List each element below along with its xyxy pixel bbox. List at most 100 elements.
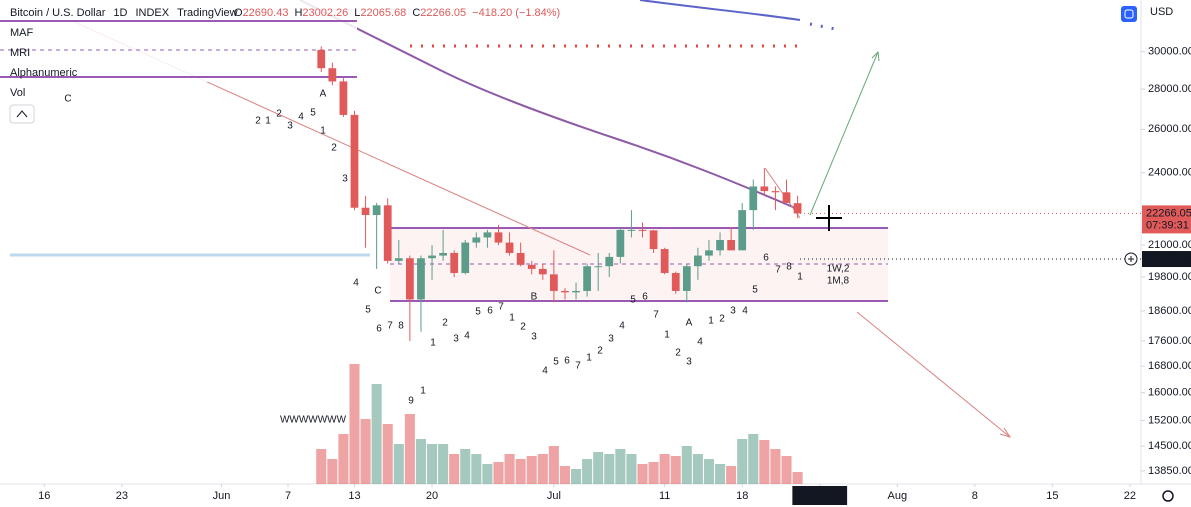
- candle-body: [727, 240, 736, 251]
- crosshair: [816, 205, 842, 231]
- trend-arrow-up: [809, 51, 879, 216]
- x-tick-label: 20: [426, 490, 438, 502]
- annotation: 5: [310, 108, 316, 119]
- x-tick-label: Aug: [888, 490, 908, 502]
- interval: 1D: [113, 7, 127, 19]
- candle-body: [405, 258, 414, 300]
- annotation: 8: [786, 262, 792, 273]
- annotation: 3: [730, 306, 736, 317]
- collapse-button[interactable]: [9, 104, 35, 124]
- annotation: 4: [697, 337, 703, 348]
- annotation: A: [686, 318, 693, 329]
- candle-body: [538, 268, 547, 275]
- annotation: C: [64, 94, 71, 105]
- volume-bar: [759, 440, 770, 484]
- indicator-label: MRI: [10, 47, 30, 59]
- x-tick-label: 23: [116, 490, 128, 502]
- candle-body: [417, 258, 425, 300]
- indicator-label: Alphanumeric: [10, 67, 78, 79]
- annotation: 1: [320, 126, 326, 137]
- annotation: 3: [453, 334, 459, 345]
- annotation: 2: [331, 143, 337, 154]
- volume-bar: [515, 459, 526, 484]
- settings-button[interactable]: [1121, 6, 1137, 22]
- volume-bar: [692, 454, 703, 484]
- volume-bar: [559, 466, 570, 484]
- candle-body: [638, 229, 647, 231]
- annotation: 5: [365, 305, 371, 316]
- annotation: 1: [509, 313, 515, 324]
- add-icon: [1128, 256, 1134, 263]
- y-tick-label: 30000.00: [1148, 46, 1191, 58]
- candle-body: [494, 232, 503, 243]
- price-badge: [1142, 251, 1191, 268]
- annotation: 6: [487, 306, 493, 317]
- volume-bar: [670, 456, 681, 484]
- candle-body: [671, 272, 680, 291]
- volume-bar: [770, 449, 781, 484]
- y-tick-label: 28000.00: [1148, 83, 1191, 95]
- ohlc-value: 22690.43: [243, 7, 289, 19]
- annotation: 2: [597, 346, 603, 357]
- volume-bar: [482, 464, 493, 484]
- volume-bar: [382, 424, 393, 484]
- annotation: 8: [398, 321, 404, 332]
- volume-bar: [593, 452, 604, 484]
- y-tick-label: 19800.00: [1148, 271, 1191, 283]
- x-tick-label: 11: [659, 490, 670, 502]
- candle-body: [749, 186, 758, 211]
- candle-body: [483, 232, 492, 238]
- annotation: 1M,8: [827, 276, 850, 287]
- annotation: C: [374, 286, 381, 297]
- gear-icon[interactable]: [1162, 490, 1174, 502]
- annotation: 4: [542, 366, 548, 377]
- date-badge: [792, 486, 848, 505]
- annotation: B: [531, 292, 538, 303]
- annotation: 1: [664, 330, 670, 341]
- annotation: 6: [763, 253, 769, 264]
- candle-body: [583, 266, 591, 291]
- volume-bar: [415, 439, 426, 484]
- annotation: A: [320, 89, 327, 100]
- y-tick-label: 14500.00: [1148, 440, 1191, 452]
- change: −418.20 (−1.84%): [472, 7, 560, 19]
- annotation: 1: [586, 353, 592, 364]
- indicator-label: MAF: [10, 27, 34, 39]
- inset-panel: [0, 0, 357, 82]
- volume-bar: [582, 459, 593, 484]
- candle-body: [361, 207, 370, 216]
- candle-body: [383, 205, 392, 261]
- volume-bar: [349, 364, 360, 484]
- candle-body: [561, 290, 569, 293]
- volume-bar: [537, 454, 548, 484]
- y-tick-label: 24000.00: [1148, 167, 1191, 179]
- candle-body: [472, 237, 481, 243]
- volume-bar: [360, 419, 371, 484]
- candle-body: [716, 240, 724, 251]
- annotation: 6: [642, 292, 648, 303]
- annotation: 4: [298, 112, 304, 123]
- moving-average: [299, 0, 801, 211]
- price-badge: [1142, 205, 1191, 234]
- candle-body: [516, 252, 525, 265]
- volume-bar: [659, 454, 670, 484]
- volume-bar: [327, 459, 338, 484]
- annotation: 7: [775, 265, 781, 276]
- annotation: 2: [719, 314, 725, 325]
- moving-average-blue: [639, 0, 801, 21]
- volume-bar: [615, 449, 626, 484]
- volume-bar: [426, 444, 438, 484]
- x-tick-label: 22: [1124, 490, 1136, 502]
- collapse-icon: [16, 110, 28, 118]
- y-tick-label: 26000.00: [1148, 123, 1191, 135]
- source: TradingView: [177, 7, 238, 19]
- annotation: 2: [276, 109, 282, 120]
- y-tick-label: 16000.00: [1148, 387, 1191, 399]
- annotation: 2: [520, 322, 526, 333]
- annotation: 1: [265, 116, 271, 127]
- candle-body: [782, 192, 791, 203]
- annotation: 2: [675, 348, 681, 359]
- header-symbol: Bitcoin / U.S. Dollar 1D INDEX TradingView: [10, 7, 238, 19]
- candle-body: [550, 274, 558, 291]
